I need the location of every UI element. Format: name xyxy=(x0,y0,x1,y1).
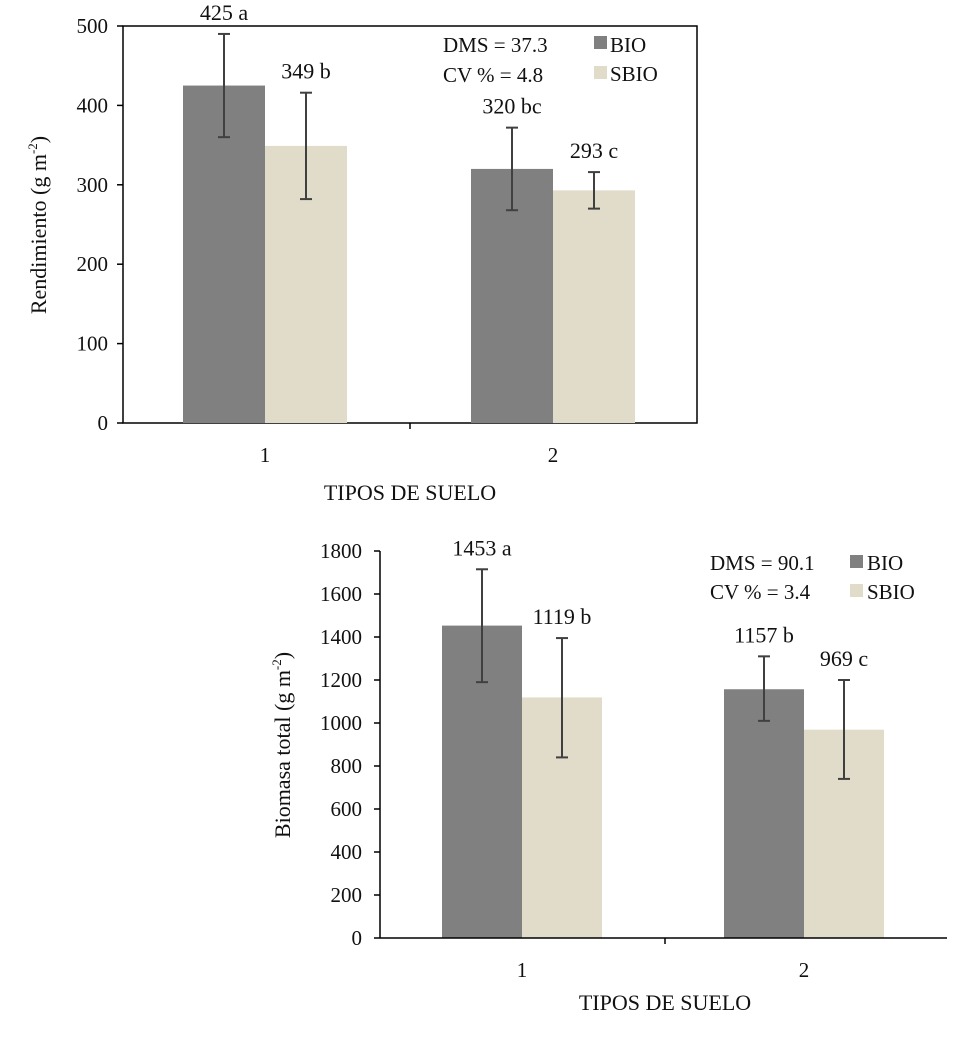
bar-bio-2 xyxy=(471,168,553,423)
chart-2-legend-swatch-bio xyxy=(850,555,863,568)
chart-1-bars: 425 a 320 bc 349 b 293 c xyxy=(183,0,635,424)
y-tick-label: 200 xyxy=(77,252,109,276)
bar-bio-2 xyxy=(724,689,804,938)
y-tick-label: 400 xyxy=(77,93,109,117)
data-label: 349 b xyxy=(281,59,331,84)
y-tick-label: 100 xyxy=(77,332,109,356)
x-tick-label: 1 xyxy=(260,443,271,467)
y-tick-label: 400 xyxy=(331,840,363,864)
chart-2-x-axis-label: TIPOS DE SUELO xyxy=(579,990,751,1015)
y-tick-label: 500 xyxy=(77,14,109,38)
chart-biomasa: 1453 a 1157 b 1119 b 969 c 0 200 400 600 800 100… xyxy=(269,535,947,1015)
chart-2-y-axis: 0 200 400 600 800 1000 1200 1400 1600 1800 xyxy=(320,539,380,950)
chart-1-legend-swatch-bio xyxy=(594,36,607,49)
y-tick-label: 1000 xyxy=(320,711,362,735)
data-label: 320 bc xyxy=(482,94,542,119)
chart-2-legend-bio: BIO xyxy=(867,551,903,575)
data-label: 1119 b xyxy=(533,604,592,629)
chart-1-stat-cv: CV % = 4.8 xyxy=(443,63,543,87)
chart-2-legend-swatch-sbio xyxy=(850,584,863,597)
data-label: 1157 b xyxy=(734,622,794,647)
y-tick-label: 200 xyxy=(331,883,363,907)
y-tick-label: 1800 xyxy=(320,539,362,563)
y-tick-label: 300 xyxy=(77,173,109,197)
y-tick-label: 0 xyxy=(98,411,109,435)
y-tick-label: 800 xyxy=(331,754,363,778)
y-tick-label: 600 xyxy=(331,797,363,821)
x-tick-label: 2 xyxy=(799,958,810,982)
chart-1-legend-bio: BIO xyxy=(610,33,646,57)
y-tick-label: 1200 xyxy=(320,668,362,692)
chart-rendimiento: 425 a 320 bc 349 b 293 c 0 100 200 300 400 500 1… xyxy=(25,0,698,505)
data-label: 293 c xyxy=(570,138,619,163)
chart-2-bars: 1453 a 1157 b 1119 b 969 c xyxy=(442,535,884,938)
chart-1-y-axis: 0 100 200 300 400 500 xyxy=(77,14,123,435)
x-tick-label: 2 xyxy=(548,443,559,467)
data-label: 425 a xyxy=(200,0,249,25)
chart-1-x-axis-label: TIPOS DE SUELO xyxy=(324,480,496,505)
y-tick-label: 1600 xyxy=(320,582,362,606)
chart-1-legend-sbio: SBIO xyxy=(610,62,658,86)
x-tick-label: 1 xyxy=(517,958,528,982)
bar-sbio-2 xyxy=(553,190,635,423)
chart-2-stat-dms: DMS = 90.1 xyxy=(710,551,815,575)
chart-1-legend-swatch-sbio xyxy=(594,66,607,79)
y-tick-label: 0 xyxy=(352,926,363,950)
chart-2-legend-sbio: SBIO xyxy=(867,580,915,604)
bar-bio-1 xyxy=(183,85,265,424)
chart-2-y-axis-label: Biomasa total (g m-2) xyxy=(269,652,295,838)
chart-1-y-axis-label: Rendimiento (g m-2) xyxy=(25,136,51,314)
y-tick-label: 1400 xyxy=(320,625,362,649)
chart-2-stat-cv: CV % = 3.4 xyxy=(710,580,811,604)
data-label: 1453 a xyxy=(452,535,512,560)
chart-1-stat-dms: DMS = 37.3 xyxy=(443,33,548,57)
data-label: 969 c xyxy=(820,646,869,671)
